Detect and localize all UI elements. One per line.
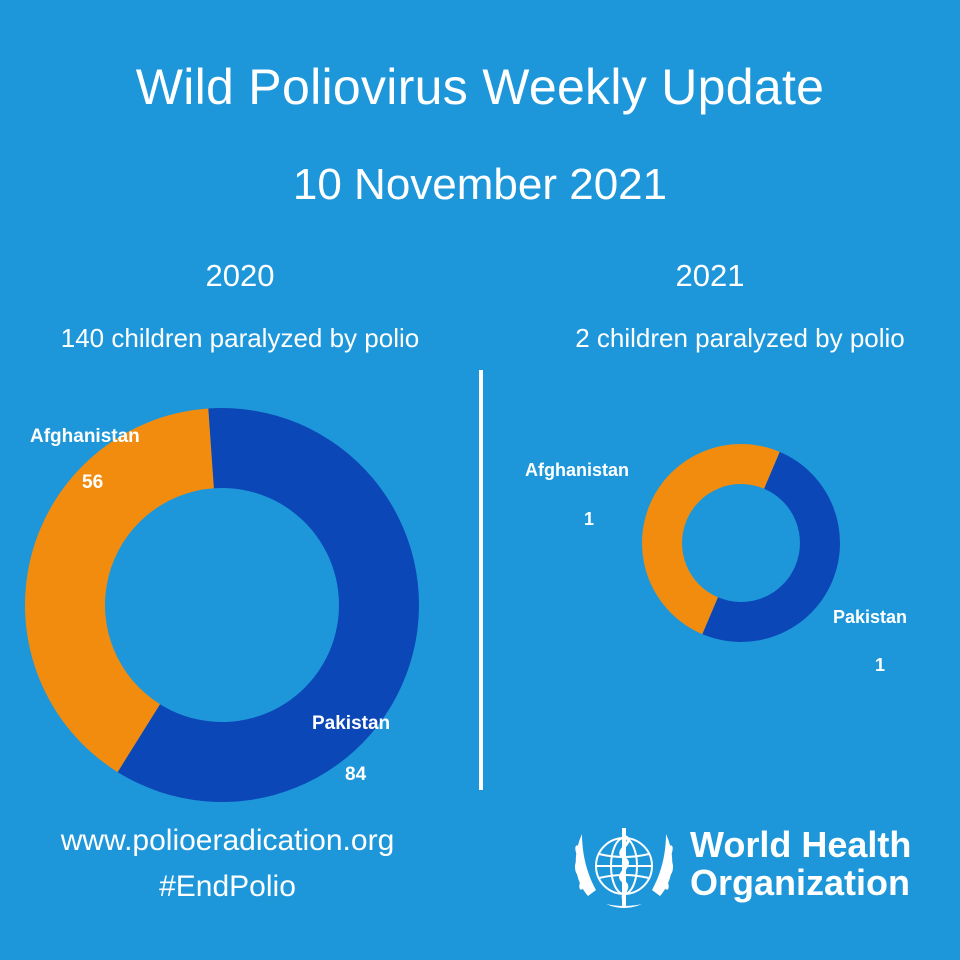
- donut-chart-2020: [24, 408, 419, 802]
- hashtag: #EndPolio: [159, 870, 296, 903]
- page-title: Wild Poliovirus Weekly Update: [135, 59, 825, 115]
- label-2021-pakistan-value: 1: [875, 655, 885, 675]
- organization-name-line1: World Health: [690, 824, 912, 865]
- chart-2020-title: 2020: [205, 258, 275, 293]
- label-2020-afghanistan-name: Afghanistan: [30, 426, 140, 447]
- chart-2020-subtitle: 140 children paralyzed by polio: [60, 323, 420, 353]
- update-date: 10 November 2021: [292, 160, 668, 209]
- organization-name-line2: Organization: [690, 862, 911, 903]
- slice-2021-pakistan: [702, 451, 841, 643]
- divider: [479, 370, 483, 790]
- label-2020-pakistan-value: 84: [345, 764, 367, 785]
- label-2020-pakistan-name: Pakistan: [312, 713, 390, 734]
- website-link[interactable]: www.polioeradication.org: [60, 824, 395, 857]
- label-2021-afghanistan-value: 1: [584, 509, 594, 529]
- chart-2021-title: 2021: [675, 258, 745, 293]
- organization-name: World Health Organization: [690, 826, 911, 902]
- donut-chart-2021: [642, 444, 841, 643]
- chart-2021-subtitle: 2 children paralyzed by polio: [575, 323, 905, 353]
- slice-2020-pakistan: [117, 408, 419, 802]
- label-2021-afghanistan-name: Afghanistan: [525, 460, 629, 480]
- slice-2020-afghanistan: [24, 408, 214, 773]
- label-2021-pakistan-name: Pakistan: [833, 607, 907, 627]
- slice-2021-afghanistan: [642, 444, 780, 635]
- label-2020-afghanistan-value: 56: [82, 472, 103, 493]
- who-emblem-icon: [574, 828, 674, 908]
